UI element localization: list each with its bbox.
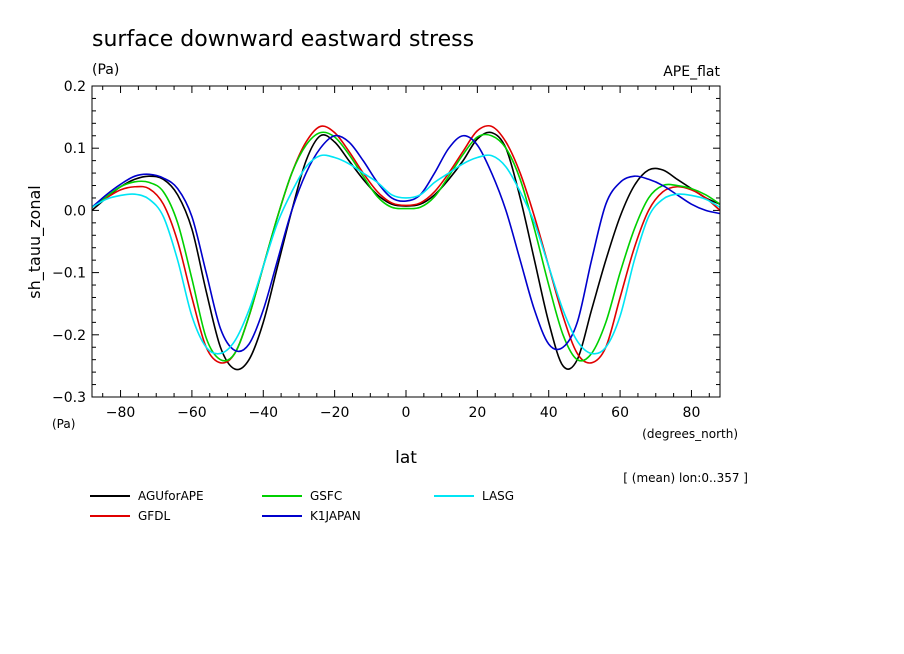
y-tick-label: −0.3 xyxy=(52,390,86,406)
legend-label-gfdl: GFDL xyxy=(138,509,170,523)
x-tick-labels: −80 −60 −40 −20 0 20 40 60 80 xyxy=(106,405,701,421)
chart-title: surface downward eastward stress xyxy=(92,27,474,52)
series-layer xyxy=(91,124,721,371)
x-tick-label: −40 xyxy=(248,405,278,421)
y-tick-label: 0.1 xyxy=(64,141,86,157)
x-tick-label: 0 xyxy=(402,405,411,421)
x-tick-label: −20 xyxy=(320,405,350,421)
legend-label-k1japan: K1JAPAN xyxy=(310,509,361,523)
x-tick-label: 20 xyxy=(468,405,486,421)
x-tick-label: 60 xyxy=(611,405,629,421)
x-axis-label: lat xyxy=(395,448,417,468)
y-tick-label: −0.2 xyxy=(52,328,86,344)
x-tick-label: −80 xyxy=(106,405,136,421)
legend-label-gsfc: GSFC xyxy=(310,489,342,503)
series-line-k1japan xyxy=(91,134,721,353)
y-units-label: (Pa) xyxy=(52,417,75,431)
x-tick-label: 80 xyxy=(683,405,701,421)
series-line-gsfc xyxy=(91,131,721,362)
x-tick-label: 40 xyxy=(540,405,558,421)
legend-label-aguforape: AGUforAPE xyxy=(138,489,204,503)
legend: AGUforAPE GFDL GSFC K1JAPAN LASG xyxy=(90,489,514,523)
y-tick-labels: −0.3 −0.2 −0.1 0.0 0.1 0.2 xyxy=(52,79,86,406)
footnote: [ (mean) lon:0..357 ] xyxy=(623,471,748,485)
y-tick-label: 0.2 xyxy=(64,79,86,95)
y-tick-label: −0.1 xyxy=(52,266,86,282)
x-units-label: (degrees_north) xyxy=(642,427,738,441)
title-units-label: (Pa) xyxy=(92,62,119,78)
axis-ticks xyxy=(92,85,720,398)
x-tick-label: −60 xyxy=(177,405,207,421)
legend-label-lasg: LASG xyxy=(482,489,514,503)
plot-frame xyxy=(91,85,721,398)
experiment-label: APE_flat xyxy=(663,64,720,80)
series-line-lasg xyxy=(91,154,721,355)
series-line-gfdl xyxy=(91,124,721,364)
y-axis-label: sh_tauu_zonal xyxy=(25,185,45,298)
y-tick-label: 0.0 xyxy=(64,203,86,219)
